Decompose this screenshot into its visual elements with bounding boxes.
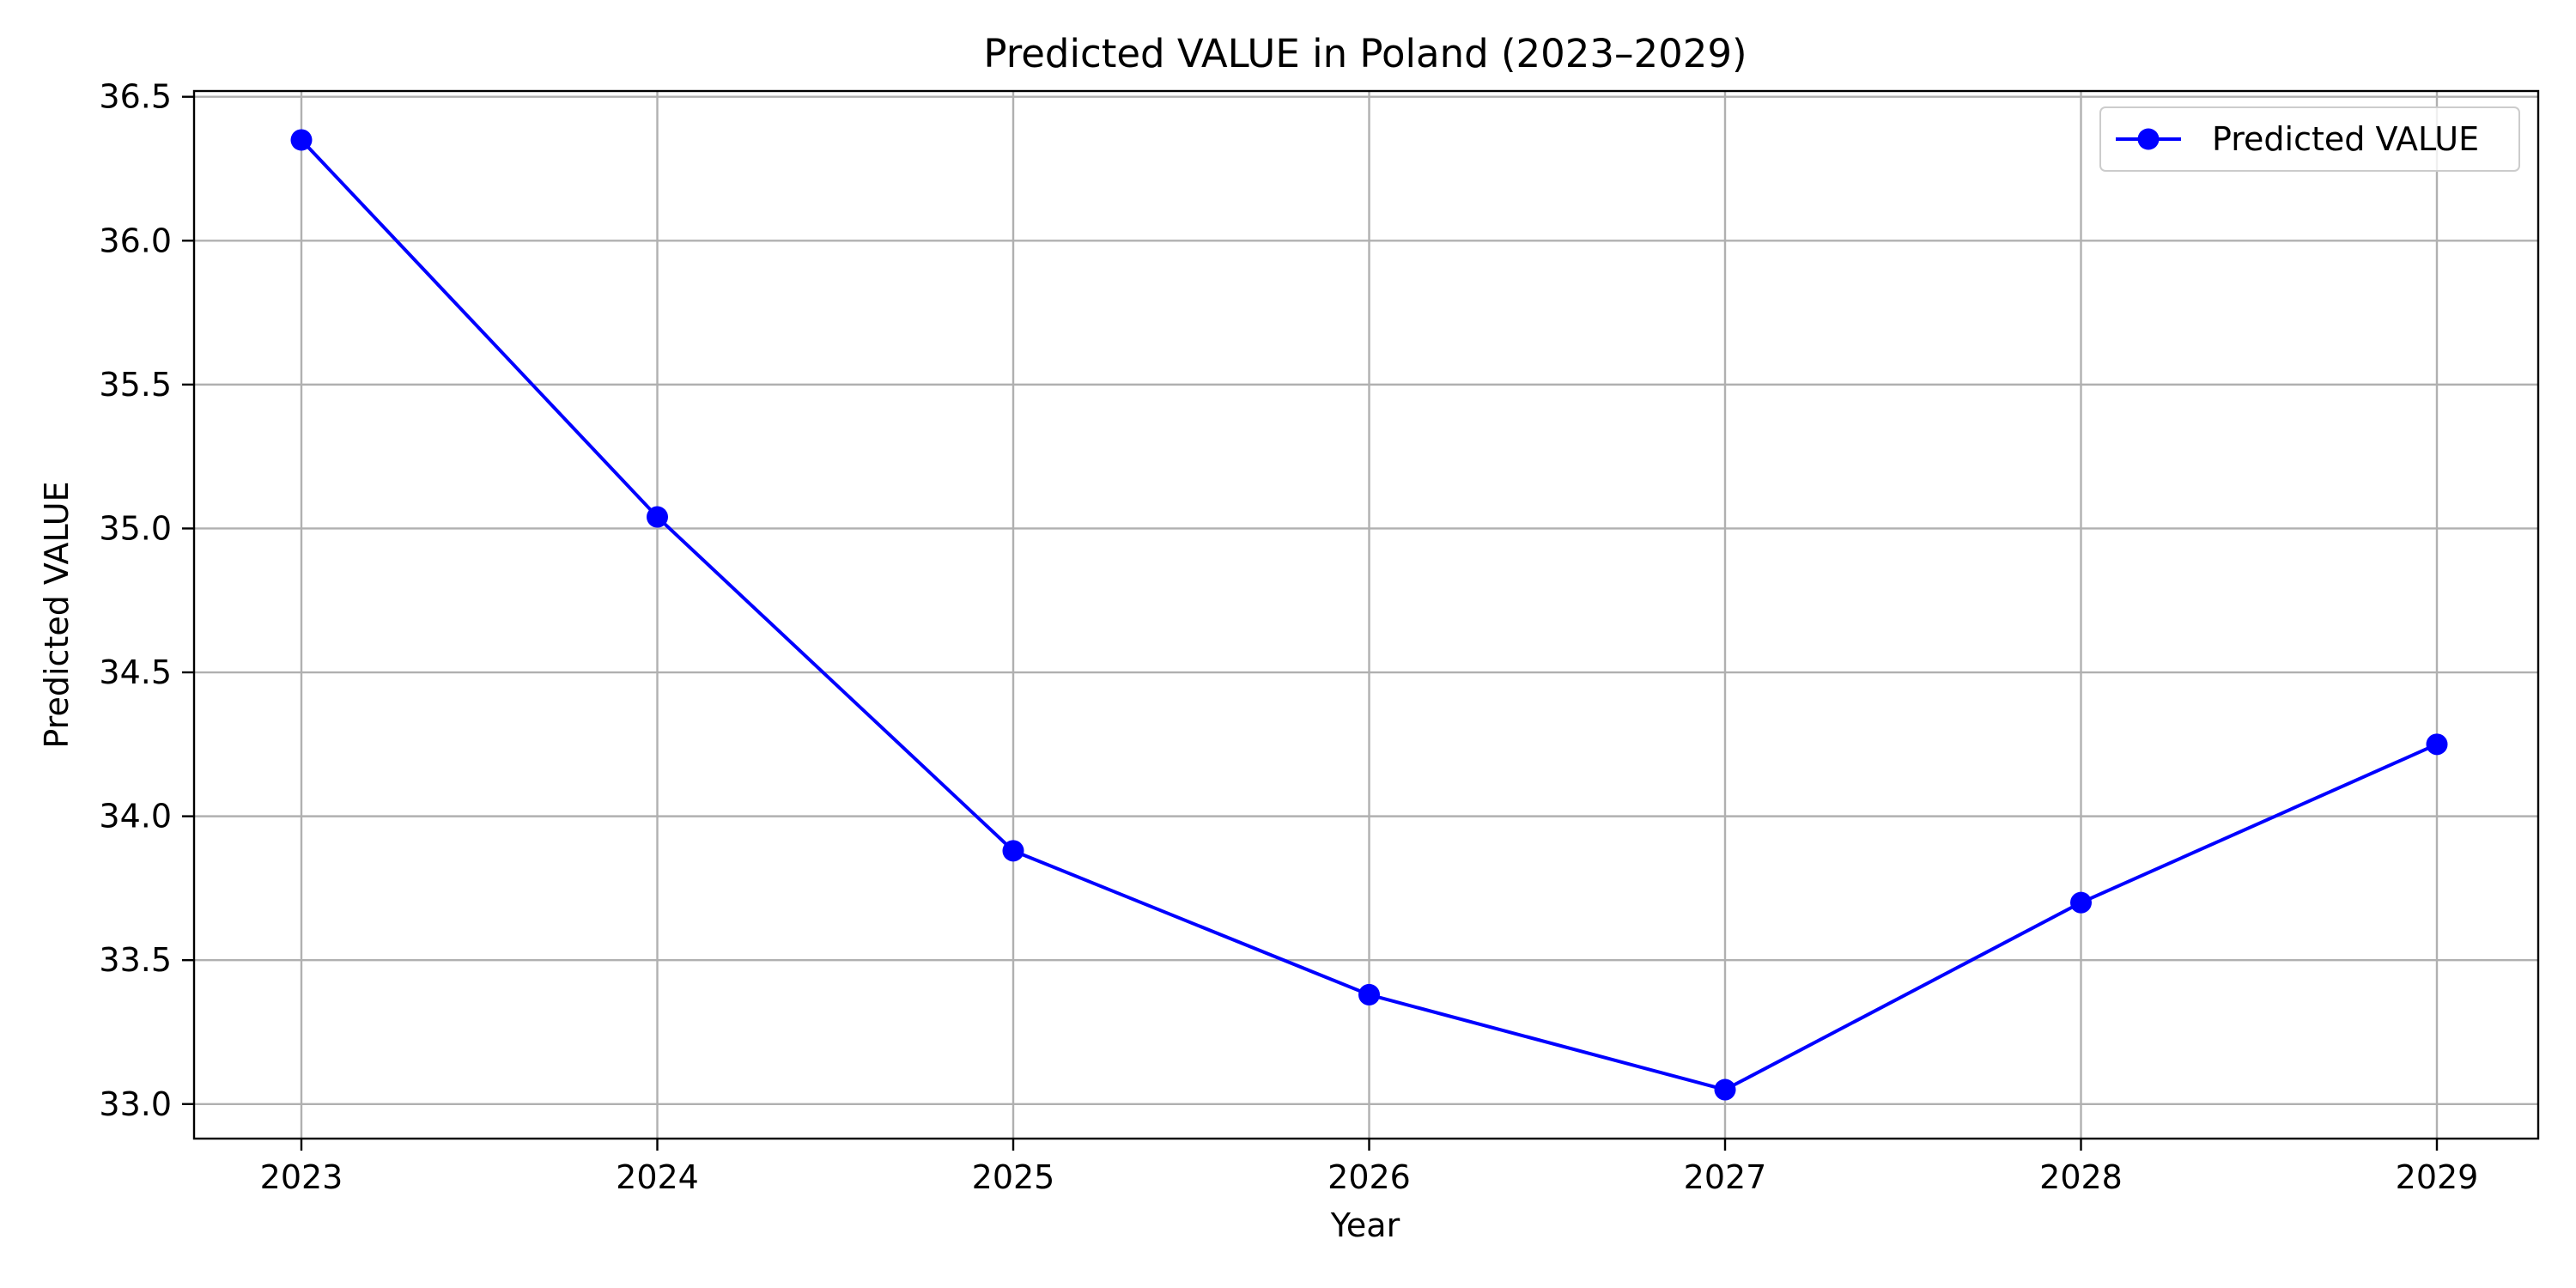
y-tick-label: 36.0 (99, 222, 172, 259)
x-tick-label: 2029 (2396, 1158, 2479, 1196)
x-tick-label: 2028 (2039, 1158, 2123, 1196)
series-layer (290, 129, 2448, 1101)
axes-frame (192, 89, 2540, 1140)
y-tick-label: 36.5 (99, 78, 172, 116)
legend-box (2099, 106, 2520, 172)
data-point (2070, 891, 2092, 914)
grid (194, 91, 2538, 1139)
y-tick-label: 33.5 (99, 941, 172, 979)
x-tick-label: 2027 (1684, 1158, 1767, 1196)
y-tick-label: 35.0 (99, 509, 172, 547)
data-point (290, 129, 313, 151)
x-axis-title: Year (1330, 1206, 1400, 1244)
y-tick-label: 34.5 (99, 653, 172, 691)
x-tick-label: 2026 (1327, 1158, 1411, 1196)
x-tick-label: 2025 (972, 1158, 1055, 1196)
y-axis-title: Predicted VALUE (38, 481, 76, 748)
ticks: 2023 2024 2025 2026 2027 2028 2029 33.0 33.5 34.0… (99, 78, 2478, 1196)
y-tick-label: 33.0 (99, 1085, 172, 1123)
chart-title: Predicted VALUE in Poland (2023–2029) (983, 31, 1747, 76)
legend-label: Predicted VALUE (2212, 120, 2479, 158)
y-tick-label: 34.0 (99, 798, 172, 835)
x-tick-label: 2023 (260, 1158, 343, 1196)
data-point (1358, 983, 1380, 1005)
data-point (647, 506, 668, 528)
legend-marker (2137, 128, 2160, 150)
data-point (1714, 1078, 1736, 1101)
data-point (1002, 840, 1024, 862)
y-tick-label: 35.5 (99, 366, 172, 404)
x-tick-label: 2024 (616, 1158, 699, 1196)
data-point (2426, 733, 2448, 756)
legend: Predicted VALUE (2099, 106, 2520, 172)
